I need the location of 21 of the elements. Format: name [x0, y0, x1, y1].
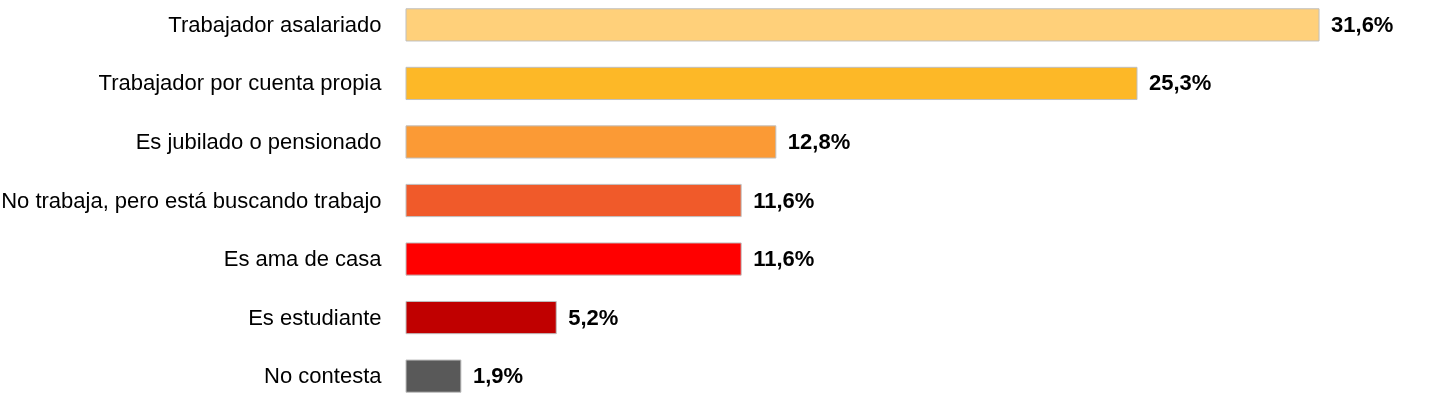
y-tick-label: No contesta [264, 363, 383, 389]
data-label: 11,6% [753, 246, 815, 272]
bar [405, 8, 1320, 42]
data-label: 11,6% [753, 187, 815, 213]
bar [405, 125, 777, 159]
y-tick-label: Trabajador asalariado [168, 11, 382, 37]
data-label: 1,9% [472, 363, 524, 389]
bar [405, 359, 462, 393]
bar [405, 183, 742, 218]
bar [405, 66, 1138, 101]
data-label: 31,6% [1331, 11, 1394, 37]
bar [405, 300, 557, 335]
y-tick-label: Es ama de casa [223, 246, 383, 272]
y-tick-label: No trabaja, pero está buscando trabajo [1, 187, 382, 213]
bar [405, 242, 742, 276]
y-tick-label: Es jubilado o pensionado [135, 128, 382, 154]
y-tick-label: Trabajador por cuenta propia [98, 70, 383, 96]
data-label: 12,8% [787, 128, 851, 154]
data-label: 25,3% [1149, 70, 1212, 96]
y-tick-label: Es estudiante [248, 304, 382, 330]
data-label: 5,2% [568, 304, 619, 330]
